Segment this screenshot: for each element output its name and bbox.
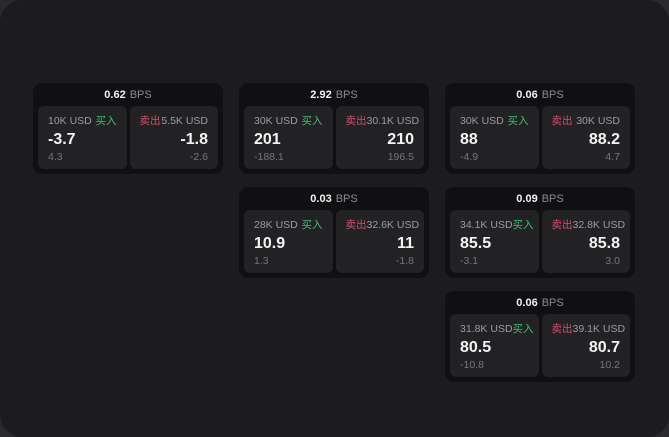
bps-unit-label: BPS [129, 88, 152, 101]
quote-card: 0.03 BPS 28K USD 买入 10.9 1.3 卖出 32.6K US… [239, 187, 429, 278]
buy-amount: 31.8K USD [460, 322, 513, 335]
sell-price: 80.7 [588, 338, 620, 356]
buy-label: 买入 [95, 115, 117, 127]
buy-amount: 30K USD [460, 114, 504, 127]
bps-unit-label: BPS [335, 192, 358, 205]
sell-label: 卖出 [345, 219, 367, 231]
bps-value: 0.06 [516, 296, 538, 309]
sell-amount: 32.6K USD [366, 218, 420, 231]
buy-panel[interactable]: 34.1K USD 买入 85.5 -3.1 [450, 210, 539, 273]
buy-delta: -188.1 [254, 151, 284, 163]
sell-amount: 30.1K USD [366, 114, 420, 127]
quote-card: 0.06 BPS 31.8K USD 买入 80.5 -10.8 卖出 39.1… [445, 291, 635, 382]
buy-delta: 4.3 [48, 151, 63, 163]
bps-value: 0.09 [516, 192, 538, 205]
sell-label: 卖出 [551, 323, 573, 335]
bps-unit-label: BPS [541, 192, 564, 205]
sell-price: 11 [397, 234, 414, 252]
sell-delta: -1.8 [395, 255, 414, 267]
bps-unit-label: BPS [335, 88, 358, 101]
quote-card: 0.06 BPS 30K USD 买入 88 -4.9 卖出 30K USD [445, 83, 635, 174]
bps-value: 0.62 [104, 88, 126, 101]
card-header: 0.03 BPS [239, 187, 429, 210]
buy-amount: 34.1K USD [460, 218, 513, 231]
buy-price: 88 [460, 130, 478, 148]
buy-label: 买入 [512, 323, 534, 335]
sell-label: 卖出 [551, 115, 573, 127]
quote-card: 0.09 BPS 34.1K USD 买入 85.5 -3.1 卖出 32.8K… [445, 187, 635, 278]
card-body: 31.8K USD 买入 80.5 -10.8 卖出 39.1K USD 80.… [445, 314, 635, 382]
sell-price: 85.8 [588, 234, 620, 252]
buy-price: 85.5 [460, 234, 492, 252]
buy-panel[interactable]: 30K USD 买入 88 -4.9 [450, 106, 539, 169]
buy-amount: 30K USD [254, 114, 298, 127]
buy-label: 买入 [512, 219, 534, 231]
card-header: 2.92 BPS [239, 83, 429, 106]
card-header: 0.06 BPS [445, 83, 635, 106]
sell-delta: 4.7 [605, 151, 620, 163]
buy-delta: -4.9 [460, 151, 479, 163]
sell-panel[interactable]: 卖出 32.6K USD 11 -1.8 [335, 210, 424, 273]
sell-amount: 5.5K USD [161, 114, 208, 127]
card-header: 0.09 BPS [445, 187, 635, 210]
card-body: 28K USD 买入 10.9 1.3 卖出 32.6K USD 11 -1.8 [239, 210, 429, 278]
bps-unit-label: BPS [541, 88, 564, 101]
card-header: 0.62 BPS [33, 83, 223, 106]
buy-label: 买入 [301, 219, 323, 231]
sell-delta: 10.2 [599, 359, 620, 371]
card-header: 0.06 BPS [445, 291, 635, 314]
sell-price: 210 [387, 130, 414, 148]
sell-label: 卖出 [139, 115, 161, 127]
buy-price: 80.5 [460, 338, 492, 356]
buy-label: 买入 [301, 115, 323, 127]
buy-amount: 28K USD [254, 218, 298, 231]
sell-amount: 39.1K USD [572, 322, 626, 335]
sell-panel[interactable]: 卖出 39.1K USD 80.7 10.2 [541, 314, 630, 377]
bps-value: 0.03 [310, 192, 332, 205]
sell-delta: -2.6 [189, 151, 208, 163]
quote-cards-grid: 0.62 BPS 10K USD 买入 -3.7 4.3 卖出 5.5K USD [33, 83, 635, 382]
sell-delta: 196.5 [387, 151, 414, 163]
buy-panel[interactable]: 31.8K USD 买入 80.5 -10.8 [450, 314, 539, 377]
sell-amount: 30K USD [576, 114, 620, 127]
bps-value: 0.06 [516, 88, 538, 101]
bps-unit-label: BPS [541, 296, 564, 309]
buy-delta: 1.3 [254, 255, 269, 267]
sell-label: 卖出 [345, 115, 367, 127]
card-body: 10K USD 买入 -3.7 4.3 卖出 5.5K USD -1.8 -2.… [33, 106, 223, 174]
quote-card: 2.92 BPS 30K USD 买入 201 -188.1 卖出 30.1K … [239, 83, 429, 174]
sell-amount: 32.8K USD [572, 218, 626, 231]
buy-delta: -10.8 [460, 359, 484, 371]
sell-panel[interactable]: 卖出 32.8K USD 85.8 3.0 [541, 210, 630, 273]
card-body: 30K USD 买入 201 -188.1 卖出 30.1K USD 210 1… [239, 106, 429, 174]
buy-label: 买入 [507, 115, 529, 127]
sell-delta: 3.0 [605, 255, 620, 267]
buy-price: -3.7 [48, 130, 76, 148]
quote-card: 0.62 BPS 10K USD 买入 -3.7 4.3 卖出 5.5K USD [33, 83, 223, 174]
sell-panel[interactable]: 卖出 30K USD 88.2 4.7 [541, 106, 630, 169]
card-body: 34.1K USD 买入 85.5 -3.1 卖出 32.8K USD 85.8… [445, 210, 635, 278]
card-body: 30K USD 买入 88 -4.9 卖出 30K USD 88.2 4.7 [445, 106, 635, 174]
buy-price: 10.9 [254, 234, 286, 252]
buy-delta: -3.1 [460, 255, 479, 267]
sell-price: -1.8 [180, 130, 208, 148]
buy-panel[interactable]: 30K USD 买入 201 -188.1 [244, 106, 333, 169]
sell-label: 卖出 [551, 219, 573, 231]
buy-panel[interactable]: 10K USD 买入 -3.7 4.3 [38, 106, 127, 169]
buy-amount: 10K USD [48, 114, 92, 127]
bps-value: 2.92 [310, 88, 332, 101]
buy-price: 201 [254, 130, 281, 148]
sell-price: 88.2 [588, 130, 620, 148]
buy-panel[interactable]: 28K USD 买入 10.9 1.3 [244, 210, 333, 273]
sell-panel[interactable]: 卖出 30.1K USD 210 196.5 [335, 106, 424, 169]
sell-panel[interactable]: 卖出 5.5K USD -1.8 -2.6 [129, 106, 218, 169]
